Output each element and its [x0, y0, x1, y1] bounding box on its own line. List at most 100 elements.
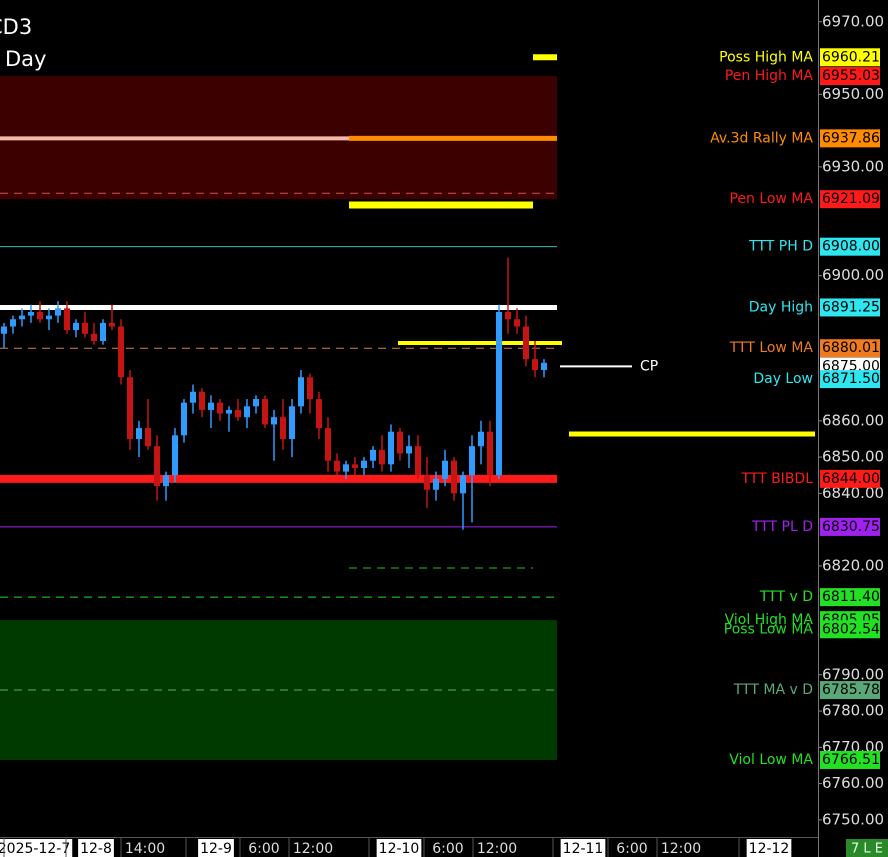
- candle-body: [235, 409, 241, 418]
- price-tag: [820, 620, 880, 639]
- candle-body: [190, 391, 196, 403]
- candle-body: [100, 322, 106, 342]
- candle-body: [280, 417, 286, 439]
- candle-body: [37, 311, 43, 320]
- level-name: Pen Low MA: [729, 191, 813, 207]
- candle-body: [55, 308, 61, 316]
- candle-body: [217, 402, 223, 414]
- price-tag: [820, 48, 880, 67]
- level-name: Viol Low MA: [729, 752, 813, 768]
- y-tick-label: 6750.00: [822, 810, 884, 828]
- y-tick-label: 6840.00: [822, 484, 884, 502]
- level-name: TTT PH D: [748, 239, 813, 255]
- price-tag: [820, 298, 880, 317]
- price-tag-label: 6844.00: [822, 471, 880, 487]
- y-tick-label: 6850.00: [822, 448, 884, 466]
- candle-body: [541, 362, 547, 371]
- level-name: Viol High MA: [725, 612, 814, 628]
- price-tag-label: 6871.50: [822, 371, 880, 387]
- candle-body: [199, 391, 205, 410]
- price-tag-label: 6802.54: [822, 621, 880, 637]
- x-tick-label: 12-8: [80, 841, 112, 857]
- level-name: Day High: [749, 299, 813, 315]
- candle-body: [28, 311, 34, 316]
- price-tag-label: 6830.75: [822, 519, 880, 535]
- y-tick-label: 6780.00: [822, 702, 884, 720]
- current-price-label: CP: [640, 358, 658, 374]
- price-tag-label: 6766.51: [822, 752, 880, 768]
- y-tick-label: 6860.00: [822, 411, 884, 429]
- candle-body: [370, 449, 376, 461]
- price-tag: [820, 67, 880, 86]
- candle-body: [154, 446, 160, 487]
- candle-body: [64, 308, 70, 331]
- candle-body: [361, 460, 367, 468]
- candle-body: [73, 322, 79, 331]
- price-tag-label: 6960.21: [822, 49, 880, 65]
- x-tick-label: 14:00: [125, 841, 165, 857]
- candle-body: [316, 399, 322, 429]
- candle-body: [406, 446, 412, 454]
- price-tag-label: 6908.00: [822, 239, 880, 255]
- x-tick-box: [78, 839, 114, 857]
- candle-body: [460, 475, 466, 494]
- candle-body: [298, 377, 304, 407]
- candle-body: [379, 449, 385, 465]
- candle-body: [532, 359, 538, 371]
- price-tag: [820, 469, 880, 488]
- status: 7 L E: [851, 842, 883, 857]
- level-name: TTT v D: [759, 589, 813, 605]
- candle-body: [253, 399, 259, 407]
- x-tick-label: 12-11: [563, 841, 604, 857]
- level-name: TTT PL D: [751, 519, 813, 535]
- price-tag-label: 6955.03: [822, 68, 880, 84]
- candle-body: [271, 417, 277, 425]
- candle-body: [10, 319, 16, 327]
- y-tick-label: 6790.00: [822, 665, 884, 683]
- level-name: Pen High MA: [725, 68, 814, 84]
- candle-body: [514, 319, 520, 327]
- candle-body: [1, 326, 7, 334]
- candle-body: [262, 399, 268, 425]
- y-tick-label: 6970.00: [822, 12, 884, 30]
- candle-body: [442, 460, 448, 479]
- y-tick-label: 6760.00: [822, 774, 884, 792]
- candle-body: [208, 402, 214, 410]
- level-name: Poss High MA: [719, 49, 813, 65]
- candle-body: [46, 315, 52, 320]
- y-tick-label: 6930.00: [822, 157, 884, 175]
- candle-body: [478, 431, 484, 447]
- candle-body: [163, 475, 169, 487]
- chart-subtitle: Day: [5, 47, 46, 71]
- price-tag-label: 6785.78: [822, 682, 880, 698]
- candle-body: [226, 409, 232, 414]
- candle-body: [145, 428, 151, 447]
- candle-body: [469, 446, 475, 476]
- candle-body: [433, 478, 439, 490]
- candle-body: [334, 460, 340, 472]
- status-box: [846, 839, 888, 857]
- x-tick-label: 12:00: [661, 841, 701, 857]
- price-tag-label: 6880.01: [822, 340, 880, 356]
- chart-title: CD3: [0, 15, 32, 39]
- candle-body: [289, 406, 295, 439]
- candle-body: [343, 464, 349, 472]
- candle-body: [388, 431, 394, 465]
- zone: [0, 620, 557, 760]
- x-tick-label: 6:00: [616, 841, 647, 857]
- price-tag: [820, 750, 880, 769]
- y-tick-label: 6900.00: [822, 266, 884, 284]
- level-name: TTT Low MA: [729, 340, 814, 356]
- candle-body: [487, 431, 493, 476]
- price-tag: [820, 588, 880, 607]
- candle-body: [136, 428, 142, 439]
- price-tag: [820, 681, 880, 700]
- candle-body: [172, 435, 178, 476]
- level-name: Av.3d Rally MA: [710, 130, 813, 146]
- candle-body: [352, 464, 358, 468]
- candle-body: [307, 377, 313, 400]
- level-name: Day Low: [753, 371, 813, 387]
- price-tag-label: 6921.09: [822, 191, 880, 207]
- y-tick-label: 6950.00: [822, 85, 884, 103]
